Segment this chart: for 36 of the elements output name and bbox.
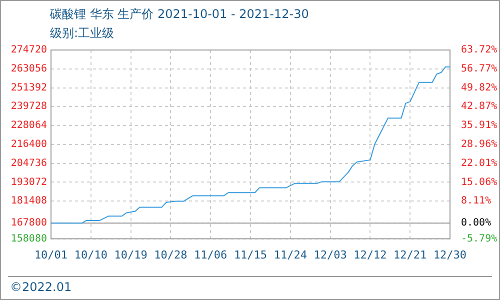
- x-tick-label: 10/28: [154, 248, 188, 262]
- x-tick-label: 12/21: [394, 248, 427, 262]
- y2-tick-label: -5.79%: [461, 233, 498, 244]
- y-tick-label: 251392: [10, 82, 47, 94]
- y2-tick-label: 35.91%: [461, 120, 498, 132]
- chart-title: 碳酸锂 华东 生产价 2021-10-01 - 2021-12-30: [50, 6, 309, 23]
- y2-tick-label: 63.72%: [461, 44, 498, 56]
- y2-tick-label: 15.06%: [461, 176, 498, 188]
- x-tick-label: 11/15: [234, 248, 268, 262]
- y-tick-label: 239728: [10, 101, 47, 112]
- y2-tick-label: 56.77%: [461, 63, 498, 74]
- y-tick-label: 167800: [10, 218, 47, 229]
- y-tick-label: 274720: [10, 44, 47, 56]
- y2-tick-label: 0.00%: [461, 218, 492, 229]
- x-tick-label: 12/12: [354, 248, 387, 262]
- y-tick-label: 158080: [10, 233, 47, 244]
- x-tick-label: 11/24: [274, 248, 308, 262]
- x-tick-label: 10/19: [114, 248, 148, 262]
- x-tick-label: 11/06: [194, 248, 228, 262]
- y2-tick-label: 8.11%: [461, 196, 492, 207]
- y-tick-label: 216400: [10, 138, 47, 150]
- y-tick-label: 204736: [10, 158, 47, 169]
- text: ©2022.01: [10, 280, 72, 294]
- y-tick-label: 181408: [10, 196, 47, 207]
- y2-tick-label: 28.96%: [461, 139, 498, 150]
- x-tick-label: 10/01: [34, 248, 68, 262]
- x-tick-label: 10/10: [74, 248, 108, 262]
- y2-tick-label: 22.01%: [461, 158, 498, 169]
- y2-tick-label: 49.82%: [461, 82, 498, 94]
- y2-tick-label: 42.87%: [461, 101, 498, 112]
- chart-subtitle: 级别:工业级: [50, 25, 114, 42]
- x-tick-label: 12/03: [314, 248, 347, 262]
- y-tick-label: 228064: [10, 120, 47, 132]
- y-tick-label: 263056: [10, 63, 47, 74]
- x-tick-label: 12/30: [433, 248, 467, 262]
- y-tick-label: 193072: [10, 176, 47, 188]
